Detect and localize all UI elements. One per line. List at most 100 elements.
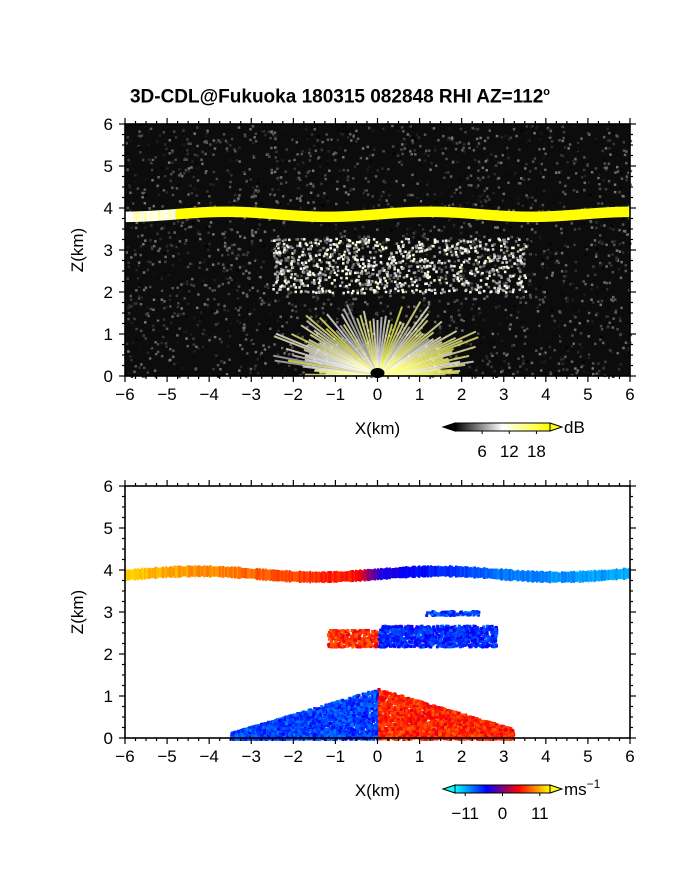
noise-cell — [295, 177, 299, 181]
noise-cell — [416, 196, 419, 200]
noise-cell — [447, 239, 451, 243]
noise-cell — [502, 352, 506, 355]
noise-cell — [544, 152, 547, 156]
cloud-layer-cell — [431, 206, 434, 218]
cloud-layer-cell — [177, 208, 180, 220]
noise-cell — [604, 147, 608, 150]
cloud-layer-cell — [434, 206, 437, 218]
faint-layer-cell — [466, 251, 469, 255]
noise-cell — [248, 312, 251, 316]
noise-cell — [417, 199, 420, 202]
cloud-layer-cell — [458, 207, 461, 219]
noise-cell — [614, 311, 617, 314]
noise-cell — [277, 361, 280, 365]
noise-cell — [192, 147, 195, 151]
noise-cell — [208, 287, 212, 290]
noise-cell — [221, 360, 225, 364]
noise-cell — [242, 171, 246, 174]
velocity-cloud-cell — [260, 569, 263, 580]
noise-cell — [390, 318, 393, 321]
cloud-layer-cell — [226, 206, 229, 218]
noise-cell — [559, 154, 563, 157]
noise-cell — [460, 302, 463, 305]
noise-cell — [381, 192, 384, 195]
noise-cell — [481, 371, 485, 375]
noise-cell — [444, 147, 448, 150]
noise-cell — [519, 301, 522, 304]
noise-cell — [625, 178, 629, 182]
velocity-cloud-cell — [251, 569, 254, 579]
velocity-cloud-cell — [142, 568, 145, 579]
faint-layer-cell — [370, 280, 373, 284]
noise-cell — [235, 257, 238, 260]
noise-cell — [402, 130, 405, 133]
faint-layer-cell — [338, 241, 341, 245]
noise-cell — [306, 171, 309, 174]
velocity-echo-cell — [367, 640, 371, 644]
noise-cell — [276, 167, 279, 171]
faint-layer-cell — [488, 239, 491, 242]
noise-cell — [499, 161, 503, 165]
noise-cell — [473, 150, 477, 153]
cloud-layer-cell — [360, 210, 363, 221]
velocity-echo-cell — [329, 633, 333, 637]
noise-cell — [190, 166, 193, 169]
cloud-layer-cell — [582, 208, 586, 220]
noise-cell — [349, 139, 353, 142]
faint-layer-cell — [418, 250, 422, 253]
noise-cell — [335, 317, 339, 321]
noise-cell — [471, 194, 475, 197]
cloud-layer-cell — [466, 208, 469, 219]
noise-cell — [196, 154, 199, 157]
noise-cell — [315, 332, 319, 336]
noise-cell — [599, 263, 602, 267]
noise-cell — [452, 224, 456, 227]
noise-cell — [621, 223, 625, 226]
faint-layer-cell — [287, 256, 290, 259]
noise-cell — [346, 262, 350, 266]
faint-layer-cell — [422, 265, 426, 268]
cloud-layer-cell — [618, 206, 621, 218]
faint-layer-cell — [367, 259, 371, 263]
faint-layer-cell — [349, 270, 353, 273]
noise-cell — [627, 250, 631, 254]
noise-cell — [548, 345, 552, 349]
noise-cell — [592, 372, 595, 376]
faint-layer-cell — [424, 288, 428, 292]
noise-cell — [192, 337, 195, 340]
noise-cell — [256, 371, 260, 375]
velocity-echo-cell — [355, 630, 359, 634]
noise-cell — [238, 343, 242, 347]
noise-cell — [565, 368, 569, 371]
noise-cell — [478, 311, 482, 315]
noise-cell — [318, 324, 322, 327]
noise-cell — [284, 318, 287, 321]
noise-cell — [574, 315, 577, 319]
colorbar-tick-label: 18 — [527, 442, 546, 461]
noise-cell — [550, 191, 553, 194]
colorbar-cell — [483, 423, 486, 431]
faint-layer-cell — [347, 268, 350, 272]
noise-cell — [128, 186, 132, 189]
faint-layer-cell — [378, 270, 382, 273]
velocity-echo-cell — [418, 627, 422, 631]
faint-layer-cell — [346, 256, 350, 259]
noise-cell — [285, 321, 289, 324]
colorbar-cell — [502, 423, 505, 431]
noise-cell — [198, 266, 201, 270]
velocity-echo-cell — [350, 629, 354, 633]
noise-cell — [595, 372, 599, 375]
noise-cell — [139, 253, 142, 257]
noise-cell — [539, 369, 543, 372]
cloud-layer-cell — [500, 210, 503, 222]
faint-layer-cell — [336, 245, 339, 248]
velocity-cloud-cell — [556, 572, 559, 583]
noise-cell — [295, 197, 299, 200]
noise-cell — [375, 311, 379, 315]
noise-cell — [527, 283, 531, 287]
noise-cell — [512, 372, 515, 376]
faint-layer-cell — [287, 280, 290, 284]
faint-layer-cell — [395, 283, 399, 286]
velocity-cloud-cell — [477, 567, 480, 579]
faint-layer-cell — [309, 255, 312, 258]
